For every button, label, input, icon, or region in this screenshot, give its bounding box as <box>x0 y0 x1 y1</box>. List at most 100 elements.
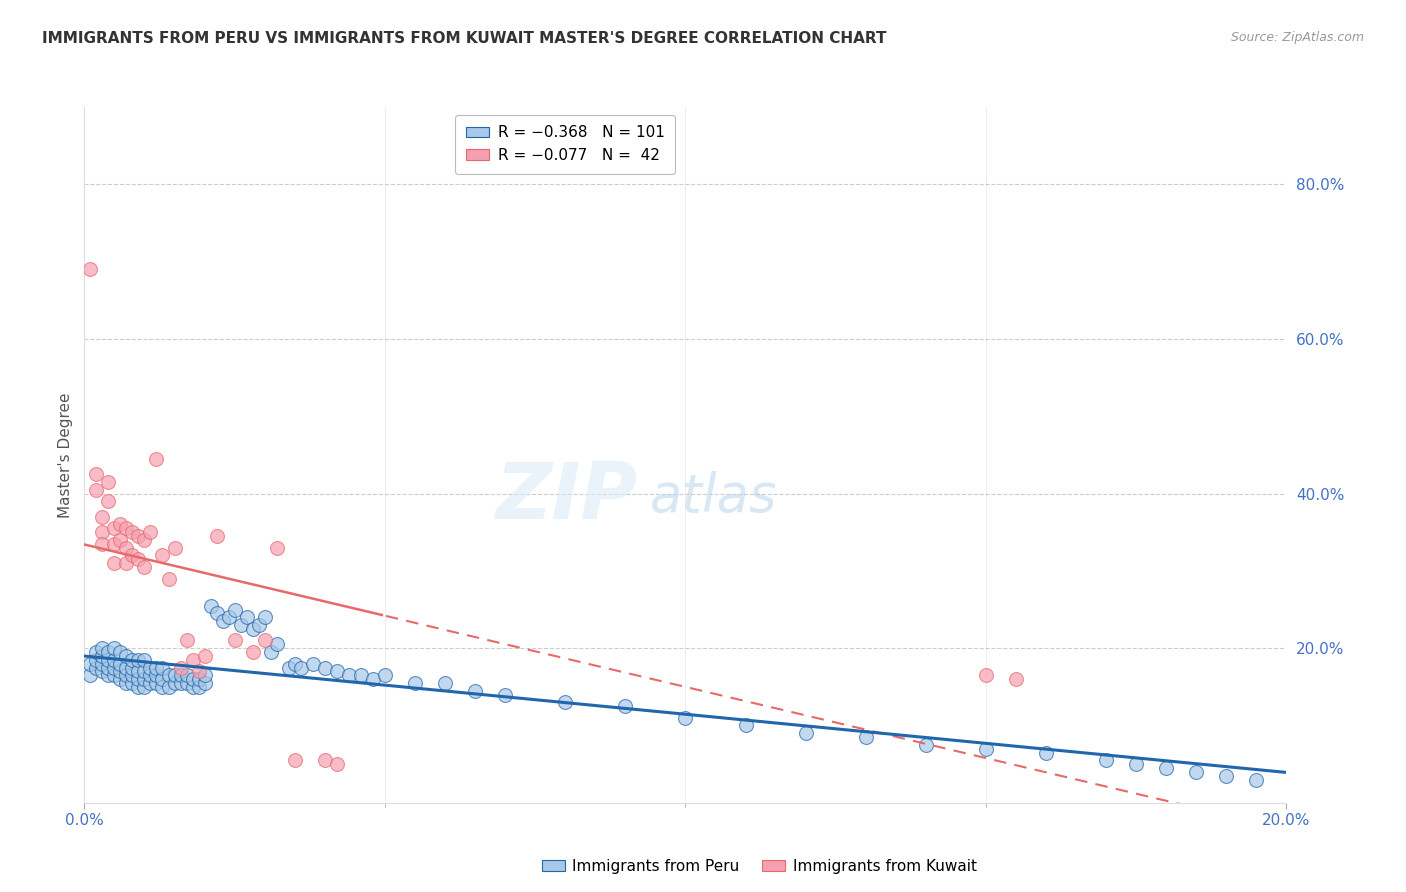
Point <box>855 730 877 744</box>
Point <box>169 660 191 674</box>
Text: atlas: atlas <box>650 471 778 523</box>
Point <box>157 572 180 586</box>
Point <box>1095 753 1118 767</box>
Point <box>152 660 174 674</box>
Point <box>115 541 138 555</box>
Point <box>284 753 307 767</box>
Point <box>734 718 756 732</box>
Point <box>91 641 114 656</box>
Point <box>301 657 323 671</box>
Point <box>794 726 817 740</box>
Point <box>91 525 114 540</box>
Point <box>1125 757 1147 772</box>
Point <box>139 676 162 690</box>
Point <box>152 672 174 686</box>
Point <box>326 757 349 772</box>
Point <box>103 521 125 535</box>
Point <box>86 483 108 497</box>
Text: Source: ZipAtlas.com: Source: ZipAtlas.com <box>1230 31 1364 45</box>
Point <box>97 494 120 508</box>
Point <box>115 556 138 570</box>
Point <box>145 668 167 682</box>
Point <box>97 660 120 674</box>
Point <box>91 665 114 679</box>
Point <box>218 610 240 624</box>
Point <box>103 668 125 682</box>
Point <box>139 660 162 674</box>
Point <box>242 645 264 659</box>
Point <box>157 668 180 682</box>
Point <box>554 695 576 709</box>
Point <box>115 668 138 682</box>
Point <box>145 660 167 674</box>
Point <box>181 653 204 667</box>
Point <box>103 556 125 570</box>
Point <box>79 657 101 671</box>
Point <box>134 680 156 694</box>
Point <box>404 676 426 690</box>
Point <box>266 637 288 651</box>
Point <box>127 672 149 686</box>
Point <box>1246 772 1268 787</box>
Point <box>434 676 457 690</box>
Legend: R = −0.368   N = 101, R = −0.077   N =  42: R = −0.368 N = 101, R = −0.077 N = 42 <box>456 115 675 174</box>
Point <box>464 683 486 698</box>
Point <box>187 672 209 686</box>
Point <box>145 451 167 466</box>
Point <box>97 645 120 659</box>
Point <box>97 653 120 667</box>
Point <box>127 552 149 566</box>
Point <box>115 676 138 690</box>
Point <box>1005 672 1028 686</box>
Point <box>121 660 143 674</box>
Point <box>103 537 125 551</box>
Point <box>110 517 132 532</box>
Point <box>253 610 276 624</box>
Point <box>181 680 204 694</box>
Point <box>127 665 149 679</box>
Point <box>169 676 191 690</box>
Point <box>187 665 209 679</box>
Y-axis label: Master's Degree: Master's Degree <box>58 392 73 517</box>
Point <box>1156 761 1178 775</box>
Point <box>139 668 162 682</box>
Point <box>79 262 101 277</box>
Point <box>115 660 138 674</box>
Point <box>194 648 217 663</box>
Point <box>181 672 204 686</box>
Point <box>290 660 312 674</box>
Point <box>86 660 108 674</box>
Point <box>121 549 143 563</box>
Point <box>176 633 198 648</box>
Point <box>235 610 257 624</box>
Point <box>229 618 252 632</box>
Point <box>127 529 149 543</box>
Point <box>121 653 143 667</box>
Point <box>152 549 174 563</box>
Point <box>915 738 938 752</box>
Point <box>121 668 143 682</box>
Point <box>326 665 349 679</box>
Point <box>152 680 174 694</box>
Point <box>205 529 228 543</box>
Point <box>163 676 186 690</box>
Point <box>134 560 156 574</box>
Point <box>266 541 288 555</box>
Point <box>91 509 114 524</box>
Point <box>157 680 180 694</box>
Point <box>97 668 120 682</box>
Point <box>247 618 270 632</box>
Point <box>187 680 209 694</box>
Point <box>86 467 108 482</box>
Point <box>176 676 198 690</box>
Point <box>103 660 125 674</box>
Point <box>277 660 299 674</box>
Point <box>103 653 125 667</box>
Point <box>260 645 283 659</box>
Point <box>176 668 198 682</box>
Point <box>91 648 114 663</box>
Point <box>494 688 516 702</box>
Point <box>242 622 264 636</box>
Point <box>337 668 360 682</box>
Point <box>194 668 217 682</box>
